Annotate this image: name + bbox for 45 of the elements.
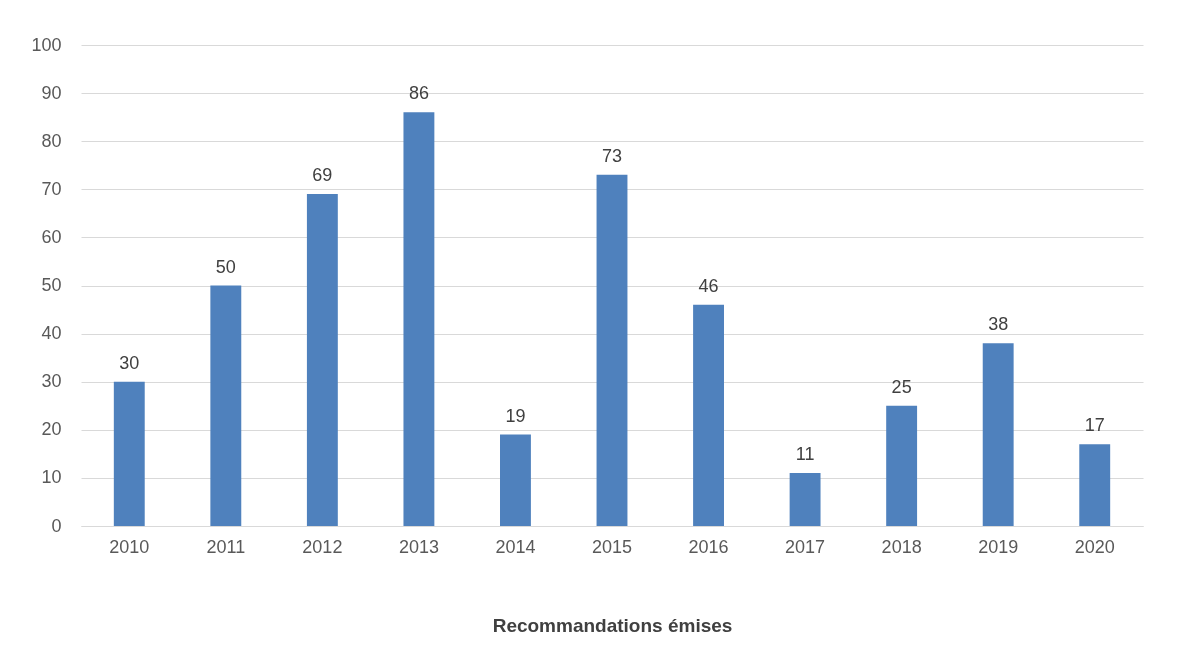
- bar: [403, 112, 435, 526]
- x-tick-label: 2017: [785, 536, 826, 557]
- data-label: 73: [601, 145, 623, 166]
- data-label: 25: [891, 376, 912, 397]
- x-tick-label: 2018: [881, 536, 922, 557]
- x-tick-label: 2014: [495, 536, 536, 557]
- bar: [210, 285, 242, 526]
- bar: [789, 473, 821, 526]
- data-label: 86: [408, 83, 429, 104]
- x-tick-label: 2010: [109, 536, 150, 557]
- bar: [693, 304, 724, 526]
- data-label: 19: [505, 405, 526, 426]
- y-tick-label: 90: [41, 82, 62, 103]
- bar: [596, 174, 628, 526]
- y-tick-label: 50: [41, 275, 62, 295]
- x-tick-label: 2015: [591, 536, 633, 557]
- y-tick-label: 0: [51, 515, 62, 536]
- y-tick-label: 60: [41, 226, 62, 247]
- y-tick-label: 20: [41, 419, 62, 440]
- y-tick-label: 10: [41, 467, 62, 488]
- y-tick-label: 80: [41, 130, 62, 151]
- y-tick-label: 100: [31, 34, 62, 55]
- data-label: 69: [312, 165, 333, 186]
- data-label: 50: [215, 256, 236, 277]
- data-label: 11: [795, 444, 815, 465]
- data-label: 38: [988, 314, 1009, 335]
- x-tick-label: 2016: [688, 536, 729, 557]
- bar: [113, 381, 145, 526]
- data-label: 17: [1084, 415, 1105, 436]
- y-tick-label: 30: [41, 371, 62, 392]
- x-tick-label: 2020: [1074, 536, 1115, 557]
- bar: [1079, 444, 1111, 526]
- data-label: 46: [698, 275, 719, 296]
- y-tick-label: 70: [41, 178, 62, 199]
- x-tick-label: 2011: [206, 536, 246, 557]
- data-label: 30: [119, 352, 140, 373]
- bar: [886, 405, 918, 526]
- bar: [500, 434, 531, 526]
- bar: [306, 194, 338, 526]
- x-tick-label: 2013: [398, 536, 439, 557]
- x-tick-label: 2019: [978, 536, 1019, 557]
- x-tick-label: 2012: [302, 536, 343, 557]
- x-axis-title: Recommandations émises: [492, 614, 733, 636]
- y-tick-label: 40: [41, 323, 62, 344]
- bar: [982, 343, 1014, 526]
